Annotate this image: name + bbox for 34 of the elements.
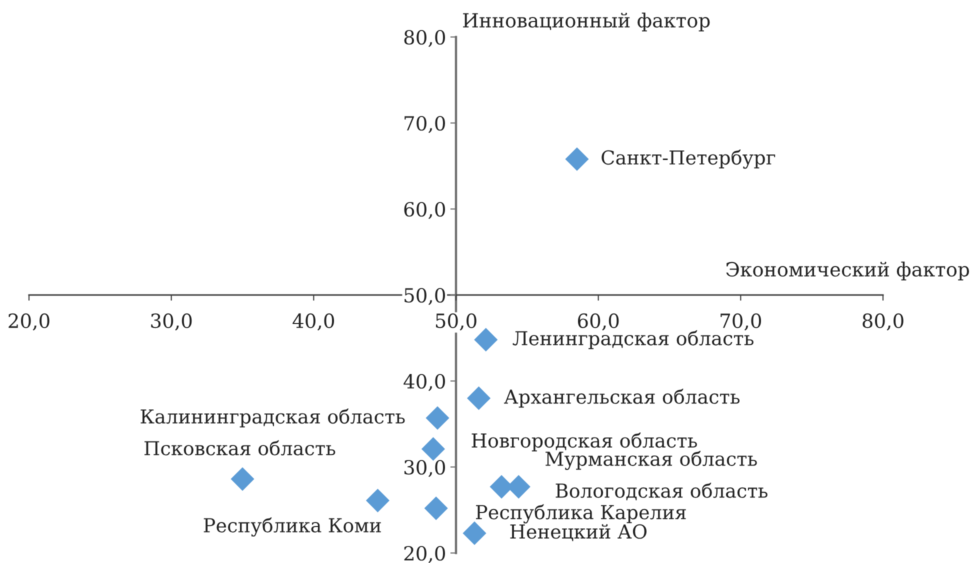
y-tick-label: 20,0 — [404, 546, 445, 563]
x-tick-label: 30,0 — [151, 313, 192, 330]
x-tick-label: 20,0 — [8, 313, 50, 330]
annotation: Ненецкий АО — [510, 524, 647, 542]
y-axis-title: Инновационный фактор — [463, 12, 710, 32]
y-tick-label: 50,0 — [404, 288, 445, 306]
x-tick-label: 50,0 — [436, 313, 476, 330]
y-tick-label: 80,0 — [404, 30, 445, 48]
annotation: Новгородская область — [472, 432, 697, 452]
annotation: Мурманская область — [546, 450, 757, 470]
x-axis-title: Экономический фактор — [726, 262, 970, 280]
annotation: Санкт-Петербург — [602, 150, 776, 169]
annotation: Ленинградская область — [512, 330, 754, 350]
point — [421, 437, 446, 461]
annotation: Калининградская область — [140, 408, 405, 428]
annotation: Архангельская область — [504, 388, 740, 408]
annotation: Вологодская область — [556, 482, 768, 500]
x-tick-label: 60,0 — [578, 313, 619, 330]
y-tick-label: 70,0 — [404, 116, 445, 134]
point — [366, 488, 390, 512]
point — [426, 406, 450, 430]
point — [424, 496, 448, 520]
y-tick-label: 60,0 — [404, 202, 445, 220]
annotation: Республика Коми — [204, 517, 381, 536]
point — [466, 386, 491, 410]
x-tick-label: 40,0 — [292, 313, 334, 330]
y-tick-label: 30,0 — [404, 460, 445, 478]
y-tick-label: 40,0 — [404, 374, 445, 392]
annotation: Псковская область — [144, 440, 336, 456]
point — [230, 467, 254, 491]
x-tick-label: 80,0 — [862, 313, 904, 330]
x-tick-label: 70,0 — [720, 313, 762, 330]
point — [565, 147, 589, 171]
annotation: Республика Карелия — [476, 504, 686, 524]
